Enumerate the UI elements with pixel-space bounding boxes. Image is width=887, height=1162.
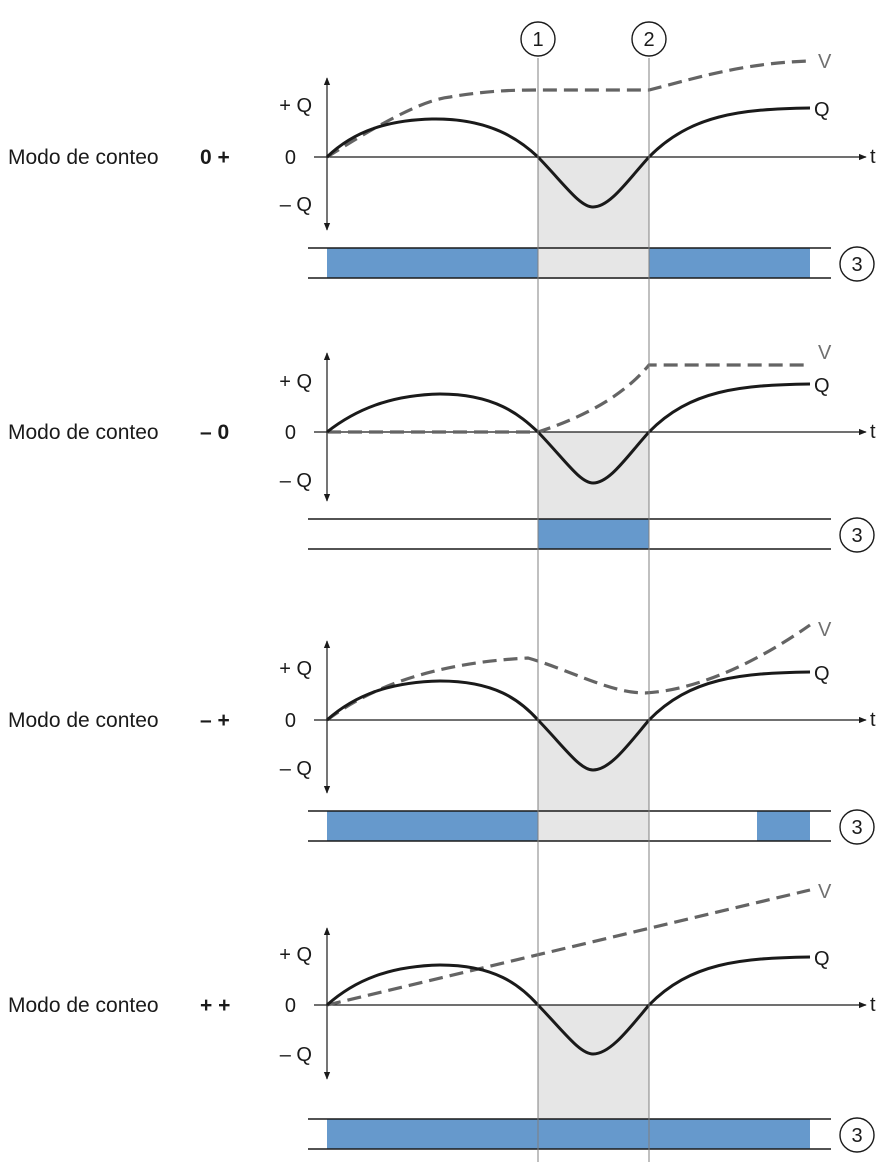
output-band-segment — [327, 1119, 810, 1149]
axis-label-time: t — [870, 421, 876, 443]
v-curve — [326, 623, 811, 722]
curve-label-q: Q — [814, 375, 830, 397]
band-marker-label: 3 — [851, 254, 862, 276]
marker-1-label: 1 — [532, 29, 543, 51]
panel-mode-minus-plus: + Q 0 – Q t Q V Modo de conteo – + 3 — [8, 619, 876, 845]
curve-label-q: Q — [814, 99, 830, 121]
output-band-segment — [757, 811, 810, 841]
band-marker-circle — [839, 517, 875, 553]
mode-code: – + — [200, 709, 230, 732]
curve-label-v: V — [818, 881, 832, 903]
q-curve — [325, 106, 811, 209]
output-band-segment — [327, 248, 538, 278]
mode-label: Modo de conteo — [8, 421, 159, 444]
q-curve — [326, 382, 811, 485]
panel-mode-0-plus: + Q 0 – Q t Q V Modo de conteo 0 + 3 — [8, 51, 876, 282]
output-band-segment — [649, 248, 810, 278]
v-curve — [327, 363, 810, 434]
curve-label-q: Q — [814, 663, 830, 685]
marker-1-circle — [520, 21, 556, 57]
axis-label-time: t — [870, 709, 876, 731]
band-marker-label: 3 — [851, 1125, 862, 1147]
band-marker-label: 3 — [851, 817, 862, 839]
axis-label-zero: 0 — [285, 422, 296, 444]
v-curve — [326, 888, 811, 1007]
curve-label-v: V — [818, 619, 832, 641]
q-curve — [326, 670, 811, 772]
axis-label-plus-q: + Q — [279, 658, 312, 680]
curve-label-v: V — [818, 342, 832, 364]
panel-mode-minus-0: + Q 0 – Q t Q V Modo de conteo – 0 3 — [8, 342, 876, 553]
mode-code: 0 + — [200, 146, 230, 169]
band-marker-circle — [839, 1117, 875, 1153]
curve-label-q: Q — [814, 948, 830, 970]
mode-label: Modo de conteo — [8, 994, 159, 1017]
axis-label-minus-q: – Q — [280, 470, 312, 492]
axis-label-plus-q: + Q — [279, 944, 312, 966]
mode-code: + + — [200, 994, 230, 1017]
mode-label: Modo de conteo — [8, 709, 159, 732]
marker-2-circle — [631, 21, 667, 57]
axis-label-time: t — [870, 146, 876, 168]
band-marker-circle — [839, 809, 875, 845]
curve-label-v: V — [818, 51, 832, 73]
axis-label-minus-q: – Q — [280, 194, 312, 216]
axis-label-zero: 0 — [285, 147, 296, 169]
axis-label-plus-q: + Q — [279, 371, 312, 393]
axis-label-zero: 0 — [285, 710, 296, 732]
mode-label: Modo de conteo — [8, 146, 159, 169]
output-band-segment — [538, 519, 649, 549]
output-band-segment — [327, 811, 538, 841]
axis-label-minus-q: – Q — [280, 1044, 312, 1066]
marker-2-label: 2 — [643, 29, 654, 51]
axis-label-zero: 0 — [285, 995, 296, 1017]
q-curve — [326, 955, 811, 1056]
panel-mode-plus-plus: + Q 0 – Q t Q V Modo de conteo + + 3 — [8, 881, 876, 1153]
v-curve — [326, 59, 811, 159]
band-marker-circle — [839, 246, 875, 282]
axis-label-minus-q: – Q — [280, 758, 312, 780]
axis-label-plus-q: + Q — [279, 95, 312, 117]
mode-code: – 0 — [200, 421, 229, 444]
band-marker-label: 3 — [851, 525, 862, 547]
axis-label-time: t — [870, 994, 876, 1016]
